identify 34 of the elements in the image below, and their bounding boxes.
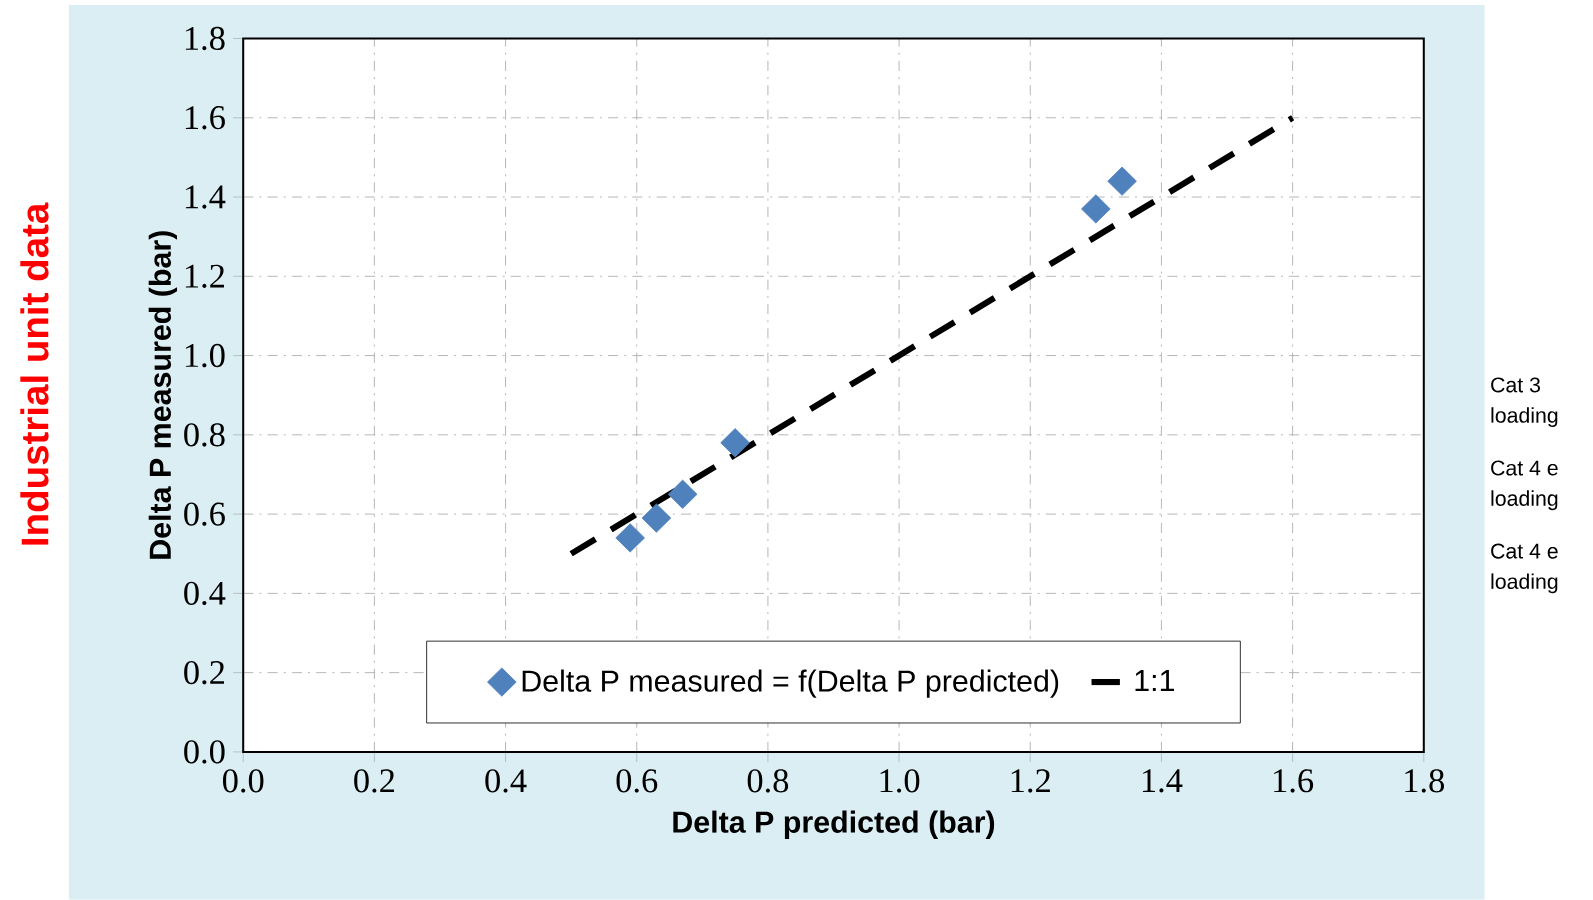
point [615, 523, 645, 553]
x-tick-label: 0.6 [616, 769, 658, 793]
y-tick-label: 0.6 [184, 502, 225, 526]
x-axis-title: Delta P predicted (bar) [673, 810, 995, 839]
x-tick-label: 0.2 [354, 769, 395, 793]
text: Cat 3 loading [1491, 377, 1558, 428]
x-tick-label: 1.6 [1274, 769, 1314, 793]
x-tick-label: 1.0 [880, 769, 920, 793]
text: Cat 4 e loading [1491, 460, 1558, 511]
y-tick-label: 0.0 [184, 740, 225, 764]
point [1107, 166, 1137, 196]
y-tick-label: 0.2 [184, 661, 225, 685]
y-tick-label: 0.4 [184, 581, 226, 606]
text: Industrial unit data [20, 202, 49, 545]
x-tick-label: 1.4 [1142, 769, 1183, 793]
y-tick-label: 1.6 [185, 106, 225, 130]
point [720, 428, 750, 458]
point [641, 503, 672, 533]
y-tick-label: 1.2 [185, 264, 225, 288]
x-tick-label: 1.2 [1011, 769, 1050, 793]
point [1081, 194, 1111, 224]
y-axis-title: Delta P measured (bar) [148, 231, 178, 559]
y-tick-label: 0.8 [184, 423, 225, 447]
x-tick-label: 1.8 [1405, 769, 1445, 793]
legend-label: Delta P measured = f(Delta P predicted) [522, 669, 1059, 698]
x-tick-label: 0.0 [222, 769, 264, 793]
x-tick-label: 0.8 [747, 769, 789, 793]
text: Cat 4 e loading [1491, 543, 1558, 594]
y-tick-label: 1.0 [185, 343, 225, 368]
y-tick-label: 1.8 [185, 26, 225, 51]
legend-label: 1:1 [1135, 670, 1174, 692]
point [667, 479, 698, 509]
y-tick-label: 1.4 [185, 185, 226, 209]
x-tick-label: 0.4 [485, 769, 527, 793]
